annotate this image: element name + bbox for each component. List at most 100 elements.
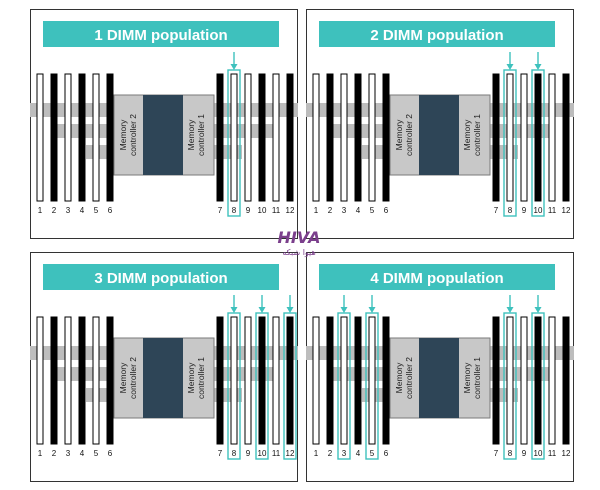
dimm-slot-7 xyxy=(492,316,500,445)
controller-core xyxy=(143,338,183,418)
dimm-slot-8 xyxy=(506,73,514,202)
dimm-slot-1 xyxy=(312,316,320,445)
dimm-slot-7 xyxy=(492,73,500,202)
slot-number: 2 xyxy=(52,449,57,458)
population-arrow-head xyxy=(258,307,266,313)
slot-number: 7 xyxy=(218,449,223,458)
slot-number: 2 xyxy=(328,206,333,215)
dimm-slot-4 xyxy=(354,316,362,445)
controller-2-label-line-2: controller 2 xyxy=(128,114,138,156)
population-arrow-head xyxy=(286,307,294,313)
dimm-slot-11 xyxy=(548,73,556,202)
slot-number: 1 xyxy=(314,449,319,458)
slot-number: 12 xyxy=(286,206,295,215)
dimm-slot-11 xyxy=(272,73,280,202)
controller-core xyxy=(143,95,183,175)
slot-number: 4 xyxy=(356,449,361,458)
dimm-slot-2 xyxy=(326,316,334,445)
slot-number: 7 xyxy=(218,206,223,215)
slot-number: 12 xyxy=(562,206,571,215)
controller-1-label-line-2: controller 1 xyxy=(196,357,206,399)
controller-2-label: Memorycontroller 2 xyxy=(394,114,414,156)
dimm-slot-9 xyxy=(244,73,252,202)
controller-core xyxy=(419,95,459,175)
controller-2-label: Memorycontroller 2 xyxy=(118,357,138,399)
slot-number: 6 xyxy=(108,449,113,458)
dimm-slot-12 xyxy=(562,316,570,445)
controller-1-label: Memorycontroller 1 xyxy=(462,357,482,399)
panel-title: 3 DIMM population xyxy=(94,270,227,287)
slot-number: 1 xyxy=(38,206,43,215)
dimm-slot-10 xyxy=(258,316,266,445)
panel-title: 4 DIMM population xyxy=(370,270,503,287)
controller-1-label-line-1: Memory xyxy=(462,119,472,150)
slot-number: 4 xyxy=(80,206,85,215)
population-arrow-head xyxy=(340,307,348,313)
dimm-slot-7 xyxy=(216,316,224,445)
slot-number: 1 xyxy=(314,206,319,215)
dimm-slot-7 xyxy=(216,73,224,202)
slot-number: 10 xyxy=(534,449,543,458)
title-banner xyxy=(319,264,555,290)
panel-title: 1 DIMM population xyxy=(94,27,227,44)
slot-number: 9 xyxy=(522,449,527,458)
dimm-slot-8 xyxy=(230,73,238,202)
controller-1-label: Memorycontroller 1 xyxy=(186,357,206,399)
title-banner xyxy=(43,264,279,290)
dimm-slot-9 xyxy=(520,73,528,202)
dimm-slot-2 xyxy=(50,316,58,445)
slot-number: 6 xyxy=(108,206,113,215)
slot-number: 3 xyxy=(66,449,71,458)
controller-2-label: Memorycontroller 2 xyxy=(394,357,414,399)
dimm-slot-6 xyxy=(382,73,390,202)
slot-number: 3 xyxy=(66,206,71,215)
watermark-subtitle: هیوا شبکه xyxy=(282,248,315,257)
title-banner xyxy=(43,21,279,47)
slot-number: 10 xyxy=(258,206,267,215)
controller-1-label-line-2: controller 1 xyxy=(472,114,482,156)
slot-number: 9 xyxy=(246,449,251,458)
controller-1-label-line-1: Memory xyxy=(462,362,472,393)
controller-2-label-line-1: Memory xyxy=(118,362,128,393)
slot-number: 7 xyxy=(494,449,499,458)
dimm-slot-5 xyxy=(92,73,100,202)
slot-number: 3 xyxy=(342,206,347,215)
slot-number: 4 xyxy=(356,206,361,215)
slot-number: 5 xyxy=(370,449,375,458)
dimm-slot-3 xyxy=(340,316,348,445)
dimm-slot-9 xyxy=(520,316,528,445)
slot-number: 6 xyxy=(384,206,389,215)
dimm-slot-4 xyxy=(354,73,362,202)
dimm-slot-8 xyxy=(506,316,514,445)
controller-2-label-line-2: controller 2 xyxy=(404,114,414,156)
slot-number: 11 xyxy=(272,449,281,458)
controller-2-label-line-1: Memory xyxy=(394,119,404,150)
slot-number: 3 xyxy=(342,449,347,458)
slot-number: 8 xyxy=(508,206,513,215)
slot-number: 8 xyxy=(232,449,237,458)
slot-number: 8 xyxy=(508,449,513,458)
dimm-slot-1 xyxy=(312,73,320,202)
dimm-slot-6 xyxy=(382,316,390,445)
population-arrow-head xyxy=(534,64,542,70)
dimm-slot-5 xyxy=(92,316,100,445)
population-arrow-head xyxy=(230,307,238,313)
slot-number: 10 xyxy=(534,206,543,215)
slot-number: 4 xyxy=(80,449,85,458)
dimm-slot-3 xyxy=(64,316,72,445)
dimm-slot-1 xyxy=(36,73,44,202)
slot-number: 9 xyxy=(522,206,527,215)
panel-title: 2 DIMM population xyxy=(370,27,503,44)
slot-number: 5 xyxy=(94,449,99,458)
controller-core xyxy=(419,338,459,418)
dimm-slot-5 xyxy=(368,73,376,202)
dimm-slot-8 xyxy=(230,316,238,445)
controller-2-label-line-2: controller 2 xyxy=(128,357,138,399)
slot-number: 9 xyxy=(246,206,251,215)
dimm-slot-2 xyxy=(326,73,334,202)
slot-number: 12 xyxy=(562,449,571,458)
